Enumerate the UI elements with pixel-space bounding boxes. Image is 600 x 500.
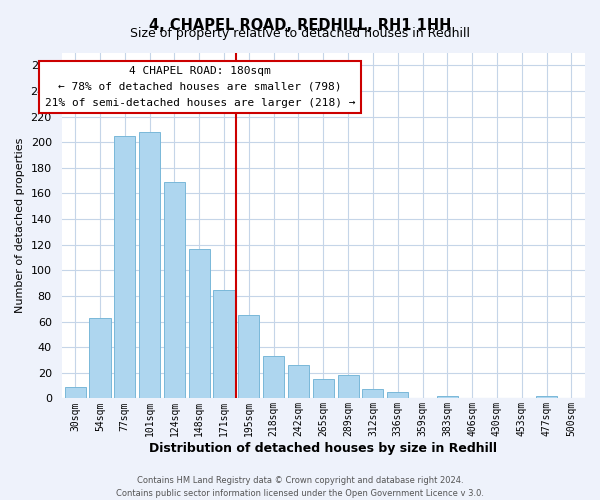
Bar	[65, 387, 86, 398]
Text: Contains HM Land Registry data © Crown copyright and database right 2024.
Contai: Contains HM Land Registry data © Crown c…	[116, 476, 484, 498]
Bar	[164, 182, 185, 398]
X-axis label: Distribution of detached houses by size in Redhill: Distribution of detached houses by size …	[149, 442, 497, 455]
Y-axis label: Number of detached properties: Number of detached properties	[15, 138, 25, 313]
Bar	[288, 365, 309, 398]
Title: 4, CHAPEL ROAD, REDHILL, RH1 1HH
Size of property relative to detached houses in: 4, CHAPEL ROAD, REDHILL, RH1 1HH Size of…	[0, 499, 1, 500]
Text: 4, CHAPEL ROAD, REDHILL, RH1 1HH: 4, CHAPEL ROAD, REDHILL, RH1 1HH	[149, 18, 451, 32]
Bar	[238, 315, 259, 398]
Bar	[263, 356, 284, 399]
Text: Size of property relative to detached houses in Redhill: Size of property relative to detached ho…	[130, 28, 470, 40]
Bar	[214, 290, 235, 399]
Bar	[313, 379, 334, 398]
Bar	[139, 132, 160, 398]
Bar	[387, 392, 408, 398]
Bar	[362, 390, 383, 398]
Bar	[437, 396, 458, 398]
Bar	[536, 396, 557, 398]
Bar	[114, 136, 136, 398]
Bar	[89, 318, 110, 398]
Text: 4 CHAPEL ROAD: 180sqm
← 78% of detached houses are smaller (798)
21% of semi-det: 4 CHAPEL ROAD: 180sqm ← 78% of detached …	[45, 66, 355, 108]
Bar	[188, 248, 210, 398]
Bar	[338, 376, 359, 398]
